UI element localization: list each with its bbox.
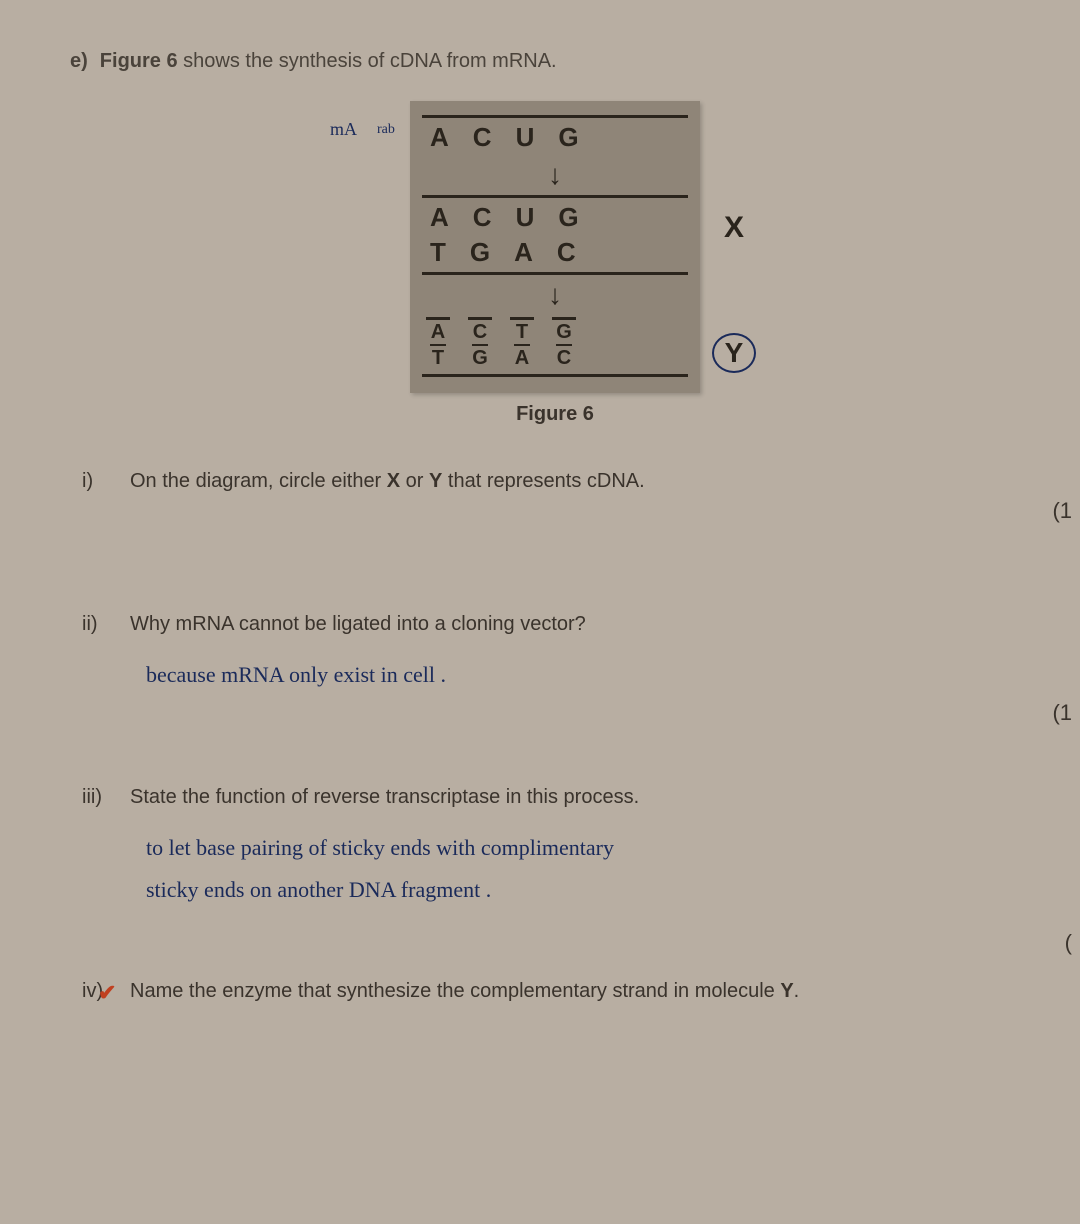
figure-caption: Figure 6 [70,403,1040,426]
label-x: X [724,211,744,245]
label-y: Y [712,333,756,373]
handwritten-left: mA rab [330,119,395,140]
figure-area: mA rab A C U G ↓ A C U [70,101,1040,393]
answer-iii: to let base pairing of sticky ends with … [146,827,1040,911]
question-intro: e) Figure 6 shows the synthesis of cDNA … [70,50,1040,73]
mark-ii: (1 [1052,700,1072,726]
figure-ref: Figure 6 [100,50,178,72]
mark-iii: ( [1065,930,1072,956]
mark-i: (1 [1052,498,1072,524]
part-i: i) On the diagram, circle either X or Y … [70,470,1040,493]
question-letter: e) [70,50,88,73]
answer-ii: because mRNA only exist in cell . [146,654,1040,696]
part-iv-text: Name the enzyme that synthesize the comp… [130,980,1040,1003]
part-ii-idx: ii) [70,613,130,636]
intro-text: Figure 6 shows the synthesis of cDNA fro… [100,50,557,73]
check-icon: ✔ [98,980,116,1006]
part-i-idx: i) [70,470,130,493]
part-i-text: On the diagram, circle either X or Y tha… [130,470,1040,493]
intro-after: shows the synthesis of cDNA from mRNA. [178,50,557,72]
circled-y: Y [712,333,756,373]
part-iii-text: State the function of reverse transcript… [130,786,1040,809]
figure-box: A C U G ↓ A C U G T G A [410,101,700,393]
part-ii-text: Why mRNA cannot be ligated into a clonin… [130,613,1040,636]
arrow-1: ↓ [422,159,688,191]
part-iii-idx: iii) [70,786,130,809]
part-iv: iv) Name the enzyme that synthesize the … [70,980,1040,1003]
arrow-2: ↓ [422,279,688,311]
seq-block-2: A C U G T G A C [422,195,688,275]
part-ii: ii) Why mRNA cannot be ligated into a cl… [70,613,1040,636]
part-iii: iii) State the function of reverse trans… [70,786,1040,809]
seq-block-1: A C U G [422,115,688,155]
seq-block-3: AT CG TA GC [422,315,688,377]
